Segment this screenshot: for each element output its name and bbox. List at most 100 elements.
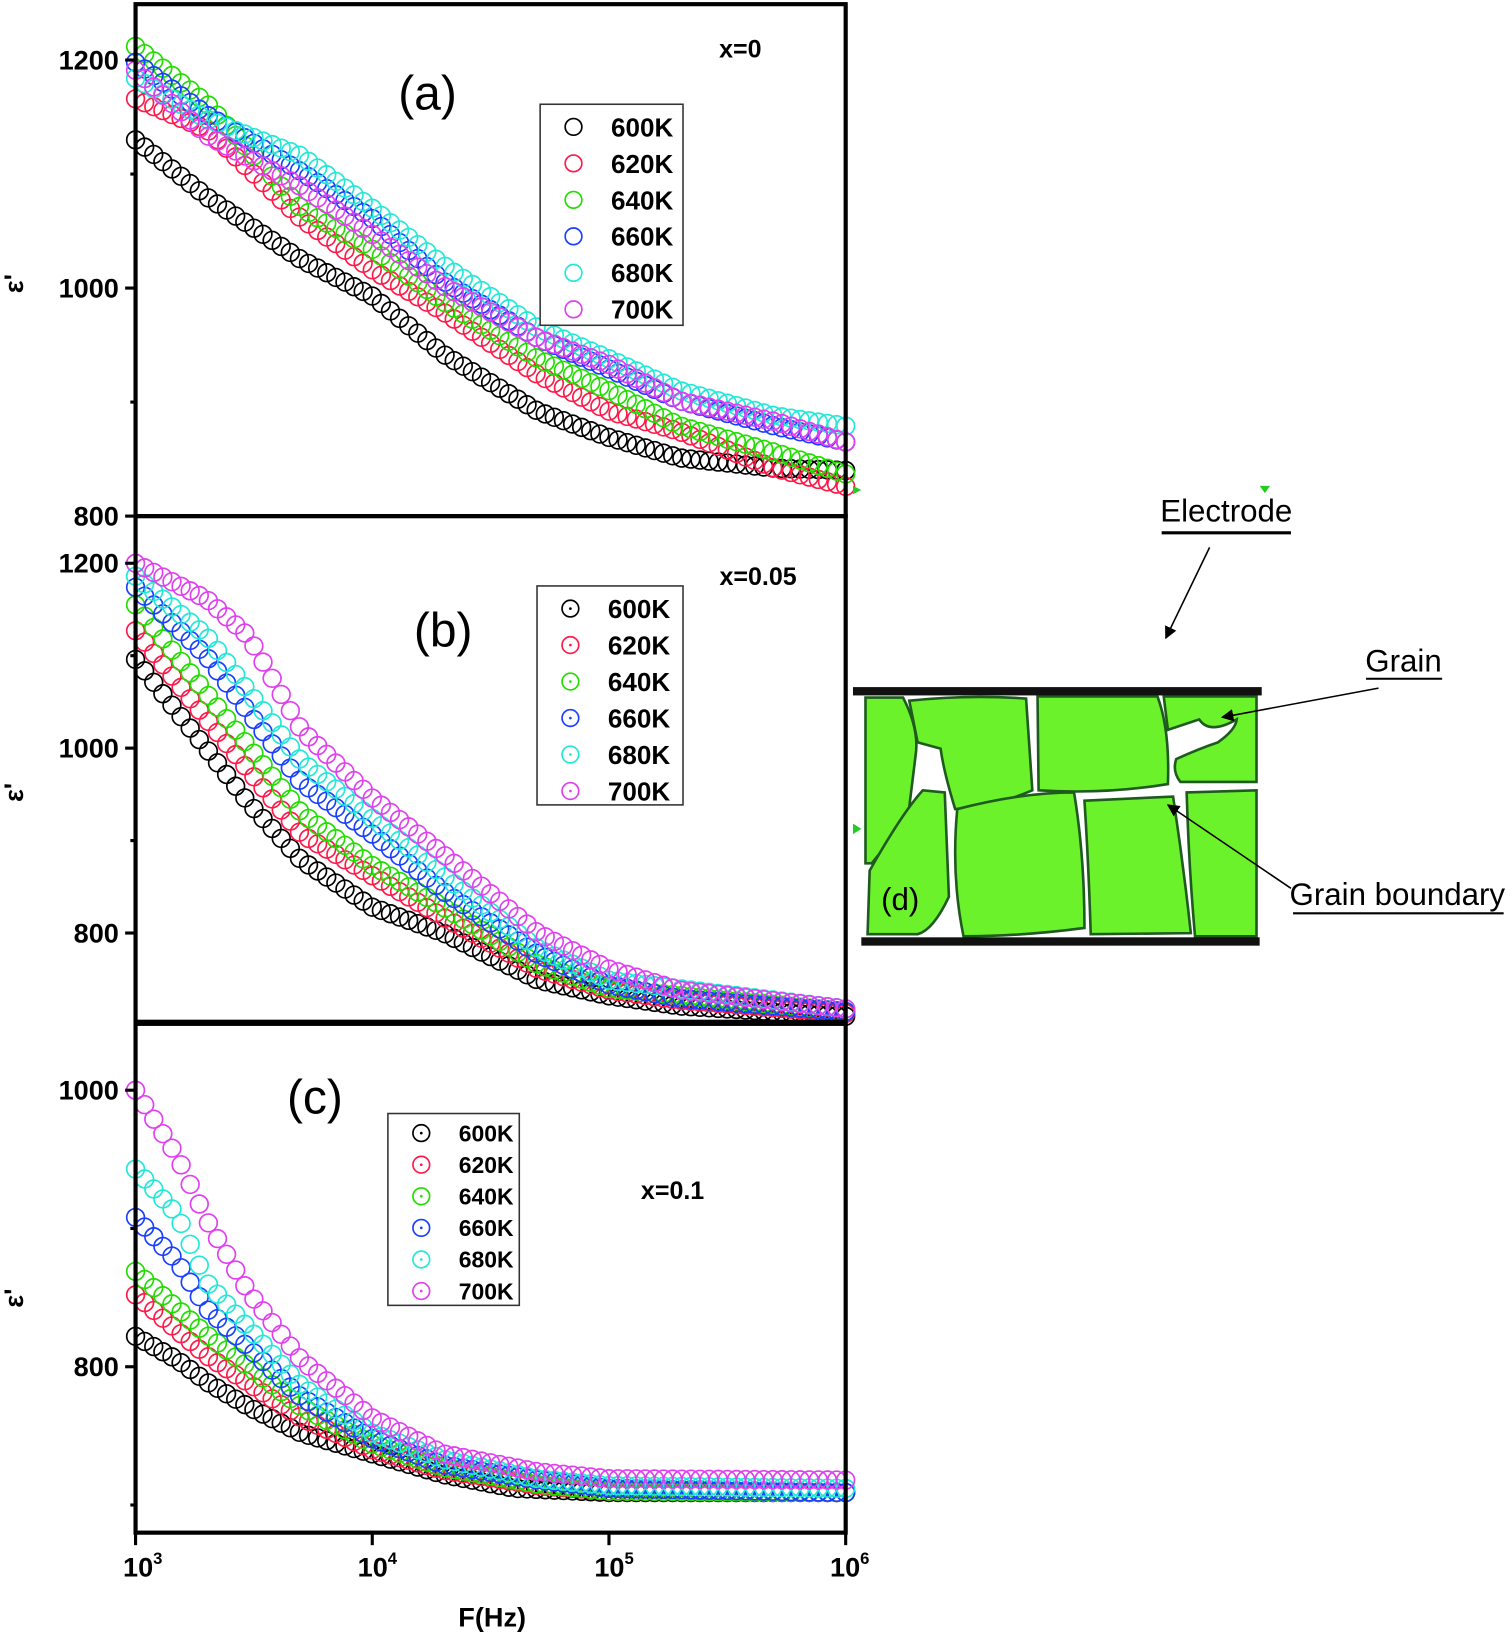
- legend-item: 700K: [564, 295, 674, 325]
- data-point: [581, 421, 601, 441]
- data-point: [480, 373, 501, 393]
- data-point: [171, 1258, 191, 1278]
- data-point: [790, 450, 810, 470]
- data-point: [781, 416, 801, 436]
- legend-item: 640K: [564, 185, 674, 215]
- y-tick-label: 1200: [59, 44, 119, 75]
- data-point: [271, 800, 291, 820]
- data-point: [480, 1453, 501, 1473]
- legend-marker-dot: [419, 1163, 423, 1167]
- chart-panel-c: 800 1000 (c) x=0.1 600K 620K 640K 660K 680K 700K: [59, 1021, 856, 1546]
- legend-label: 640K: [611, 185, 673, 215]
- data-point: [635, 373, 656, 393]
- legend-label: 660K: [611, 222, 673, 252]
- data-point: [590, 424, 610, 444]
- legend-marker-dot: [569, 716, 572, 720]
- data-point: [153, 1124, 173, 1144]
- data-point: [362, 1408, 382, 1428]
- legend-marker-dot: [419, 1258, 423, 1261]
- data-point: [617, 406, 637, 427]
- data-point: [235, 1276, 255, 1296]
- data-point: [435, 276, 455, 297]
- data-point: [408, 882, 428, 902]
- data-point: [226, 141, 246, 161]
- data-point: [581, 372, 601, 393]
- legend-marker: [412, 1281, 431, 1301]
- data-point: [735, 405, 756, 425]
- data-point: [763, 411, 783, 431]
- data-point: [581, 348, 601, 368]
- plot-frame: [133, 1021, 848, 1535]
- data-point: [362, 260, 382, 280]
- data-point: [744, 407, 765, 427]
- data-point: [526, 922, 546, 942]
- legend-label: 640K: [608, 667, 670, 697]
- data-point: [599, 354, 619, 375]
- y-tick-label: 1000: [59, 733, 119, 764]
- marker-triangle: [1259, 485, 1271, 494]
- data-point: [544, 931, 565, 952]
- data-point: [353, 281, 373, 302]
- data-point: [408, 1431, 428, 1451]
- data-point: [462, 292, 483, 312]
- y-tick-label: 1000: [59, 1075, 119, 1106]
- data-point: [280, 1336, 301, 1356]
- data-point: [526, 327, 546, 348]
- grain: [953, 791, 1086, 938]
- data-point: [226, 120, 246, 141]
- data-point: [653, 382, 674, 403]
- data-point: [144, 617, 164, 638]
- data-point: [162, 89, 182, 109]
- data-point: [153, 1236, 173, 1257]
- legend-item: 700K: [412, 1278, 514, 1304]
- data-point: [244, 798, 264, 819]
- marker-triangle: [852, 823, 862, 835]
- data-point: [171, 94, 191, 115]
- data-point: [235, 146, 255, 166]
- data-point: [280, 838, 301, 859]
- data-point: [253, 755, 273, 775]
- legend-label: 600K: [608, 594, 670, 624]
- grain-boundary-label: Grain boundary: [1290, 877, 1506, 912]
- x-tick-label: 104: [358, 1549, 398, 1583]
- data-point: [471, 297, 492, 317]
- legend-item: 640K: [561, 667, 670, 697]
- panel-label: (b): [414, 604, 473, 657]
- data-point: [672, 391, 692, 411]
- data-point: [262, 668, 282, 688]
- data-point: [653, 408, 674, 428]
- data-point: [535, 404, 555, 424]
- data-point: [471, 1451, 492, 1471]
- data-point: [235, 1394, 255, 1415]
- data-point: [562, 414, 583, 434]
- chart-panels: 800 1000 1200 (a) x=0 600K 620K 640K 660K 680K 700…: [59, 2, 856, 1546]
- data-point: [271, 138, 291, 158]
- legend-marker-dot: [419, 1226, 423, 1230]
- data-point: [626, 435, 646, 455]
- data-point: [608, 430, 628, 450]
- legend-label: 700K: [459, 1278, 514, 1304]
- data-point: [189, 729, 209, 750]
- data-point: [207, 1228, 228, 1249]
- data-point: [699, 397, 719, 417]
- diagram-panel-label: (d): [881, 882, 919, 917]
- legend-marker: [561, 781, 580, 801]
- data-point: [162, 1199, 182, 1219]
- data-point: [298, 828, 319, 849]
- data-point: [426, 1440, 446, 1460]
- data-point: [553, 410, 574, 431]
- composition-annotation: x=0.1: [641, 1177, 704, 1205]
- data-point: [271, 1324, 291, 1344]
- data-point: [253, 778, 273, 798]
- data-point: [280, 141, 301, 162]
- legend-item: 660K: [561, 703, 670, 733]
- legend-marker-dot: [569, 789, 572, 793]
- marker-triangle: [852, 485, 862, 495]
- data-point: [280, 700, 301, 721]
- data-point: [216, 1294, 237, 1314]
- data-point: [435, 345, 455, 365]
- data-point: [599, 959, 619, 979]
- data-point: [198, 126, 219, 146]
- data-point: [344, 1418, 364, 1438]
- data-point: [635, 438, 656, 458]
